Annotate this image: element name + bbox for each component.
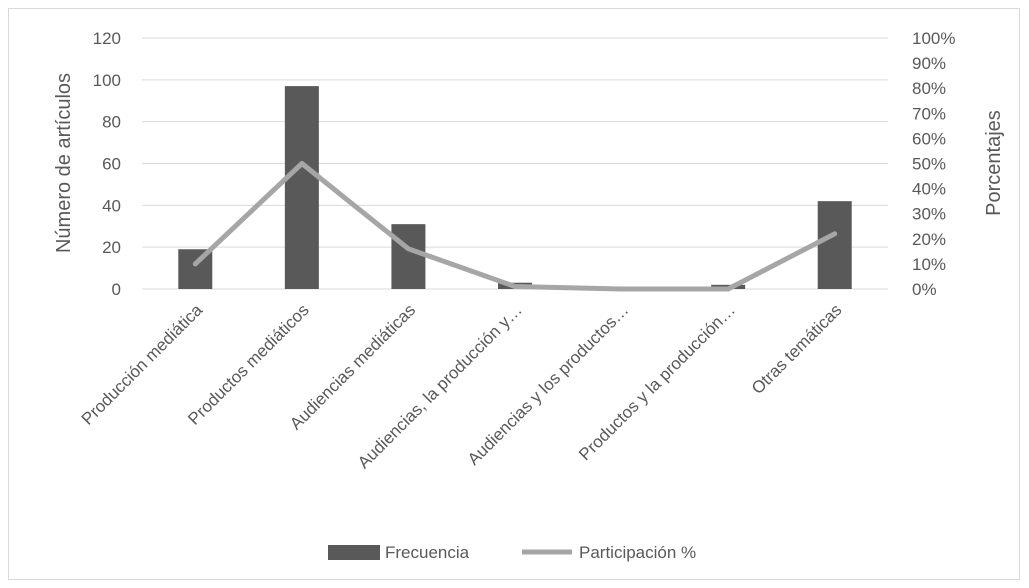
y-axis-title: Número de artículos [53,73,75,253]
legend-label-frecuencia: Frecuencia [385,543,470,562]
y2-tick-label: 100% [912,29,955,48]
y-tick-label: 80 [102,113,121,132]
bar [284,86,319,289]
category-label: Producción mediática [78,300,207,429]
y-tick-label: 120 [93,29,121,48]
right-axis-ticks: 0% 10% 20% 30% 40% 50% 60% 70% 80% 90% 100% [912,29,955,299]
y-tick-label: 0 [112,280,121,299]
gridlines [142,37,888,290]
y-tick-label: 100 [93,71,121,90]
y2-tick-label: 80% [912,79,946,98]
category-label: Otras temáticas [748,300,846,398]
y2-tick-label: 60% [912,129,946,148]
y2-tick-label: 10% [912,255,946,274]
y2-tick-label: 40% [912,180,946,199]
legend-label-participacion: Participación % [579,543,696,562]
chart-frame [8,8,1020,580]
y2-tick-label: 90% [912,54,946,73]
y2-tick-label: 30% [912,205,946,224]
category-label: Productos mediáticos [184,300,312,428]
y-tick-label: 20 [102,238,121,257]
y2-tick-label: 50% [912,155,946,174]
y2-axis-title: Porcentajes [983,110,1005,216]
line-series [192,161,838,292]
y-tick-label: 40 [102,196,121,215]
y-tick-label: 60 [102,155,121,174]
y2-tick-label: 20% [912,230,946,249]
bar [817,201,852,289]
legend: Frecuencia Participación % [328,543,696,562]
y2-tick-label: 70% [912,104,946,123]
y2-tick-label: 0% [912,280,937,299]
bar [391,224,426,289]
legend-swatch-frecuencia [328,545,380,560]
left-axis-ticks: 0 20 40 60 80 100 120 [93,29,121,299]
